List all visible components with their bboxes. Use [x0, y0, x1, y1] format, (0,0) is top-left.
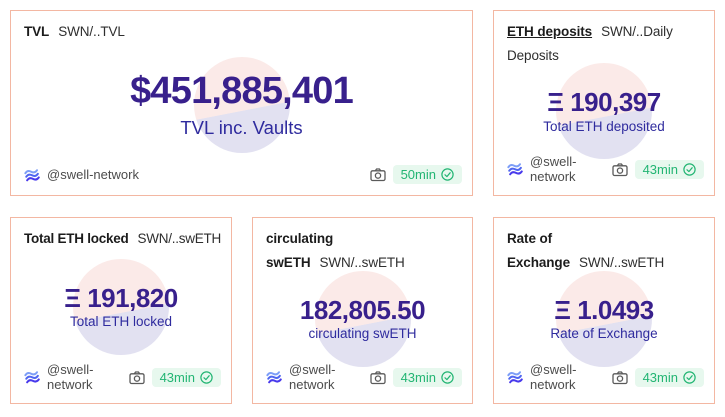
- camera-icon[interactable]: [128, 370, 145, 385]
- metric-value: Ξ 1.0493: [554, 294, 654, 325]
- widget-header: Total ETH locked SWN/..swETH: [11, 218, 231, 251]
- widget-title-link[interactable]: circulating: [266, 231, 334, 246]
- metric-label: TVL inc. Vaults: [180, 116, 303, 138]
- last-updated-badge[interactable]: 43min: [634, 159, 704, 179]
- camera-icon[interactable]: [611, 370, 628, 385]
- widget-card-eth-deposits: ETH deposits SWN/..Daily Deposits Ξ 190,3…: [493, 10, 715, 196]
- badge-time-label: 43min: [400, 369, 436, 385]
- widget-body: Ξ 1.0493 Rate of Exchange: [494, 270, 714, 367]
- swell-network-logo-icon: [266, 369, 282, 385]
- watermark-circle: [556, 63, 652, 159]
- metric-value: Ξ 191,820: [64, 282, 178, 313]
- widget-header: TVL SWN/..TVL: [11, 11, 472, 44]
- query-slug-link[interactable]: SWN/..swETH: [137, 231, 222, 246]
- metric-label: Total ETH deposited: [543, 118, 665, 134]
- check-circle-icon: [441, 370, 454, 384]
- query-slug-link[interactable]: SWN/..Daily Deposits: [507, 24, 673, 63]
- watermark-circle: [73, 258, 169, 355]
- camera-icon[interactable]: [369, 167, 386, 182]
- last-updated-badge[interactable]: 43min: [392, 367, 462, 387]
- widget-title-link[interactable]: ETH deposits: [507, 24, 593, 39]
- last-updated-badge[interactable]: 50min: [392, 165, 462, 184]
- check-circle-icon: [683, 162, 696, 176]
- last-updated-badge[interactable]: 43min: [634, 367, 704, 387]
- badge-time-label: 50min: [400, 167, 436, 182]
- author-handle-link[interactable]: @swell-network: [47, 362, 94, 392]
- watermark-circle: [193, 56, 290, 153]
- widget-footer: @swell-network 43min: [11, 362, 231, 403]
- widget-card-tvl: TVL SWN/..TVL $451,885,401 TVL inc. Vault…: [10, 10, 473, 196]
- widget-title-link[interactable]: swETH: [266, 255, 311, 270]
- metric-value: Ξ 190,397: [547, 87, 661, 118]
- swell-network-logo-icon: [507, 161, 523, 177]
- widget-body: $451,885,401 TVL inc. Vaults: [11, 44, 472, 165]
- widget-body: 182,805.50 circulating swETH: [253, 270, 472, 367]
- query-slug-link[interactable]: SWN/..swETH: [319, 255, 405, 270]
- widget-card-total-eth-locked: Total ETH locked SWN/..swETH Ξ 191,820 To…: [10, 217, 232, 404]
- camera-icon[interactable]: [611, 162, 628, 177]
- widget-body: Ξ 191,820 Total ETH locked: [11, 251, 231, 362]
- query-slug-link[interactable]: SWN/..swETH: [578, 255, 665, 270]
- metric-value: $451,885,401: [130, 70, 354, 113]
- widget-title-link[interactable]: Exchange: [507, 255, 570, 270]
- widget-card-circulating-sweth: circulating swETH SWN/..swETH 182,805.50 …: [252, 217, 473, 404]
- widget-card-rate-of-exchange: Rate of Exchange SWN/..swETH Ξ 1.0493 Rat…: [493, 217, 715, 404]
- badge-time-label: 43min: [642, 369, 678, 385]
- widget-footer: @swell-network 43min: [494, 362, 714, 403]
- widget-footer: @swell-network 50min: [11, 165, 472, 195]
- widget-title-link[interactable]: Rate of: [507, 231, 553, 246]
- query-slug-link[interactable]: SWN/..TVL: [58, 24, 125, 39]
- metric-label: circulating swETH: [308, 326, 417, 342]
- author-handle-link[interactable]: @swell-network: [289, 362, 336, 392]
- swell-network-logo-icon: [507, 369, 523, 385]
- widget-header: Rate of Exchange SWN/..swETH: [494, 218, 714, 275]
- badge-time-label: 43min: [159, 369, 195, 385]
- author-handle-link[interactable]: @swell-network: [530, 154, 577, 184]
- widget-footer: @swell-network 43min: [253, 362, 472, 403]
- widget-title-link[interactable]: Total ETH locked: [24, 231, 129, 246]
- swell-network-logo-icon: [24, 369, 40, 385]
- swell-network-logo-icon: [24, 167, 40, 183]
- watermark-circle: [314, 270, 411, 367]
- widget-header: ETH deposits SWN/..Daily Deposits: [494, 11, 714, 68]
- widget-body: Ξ 190,397 Total ETH deposited: [494, 63, 714, 159]
- check-circle-icon: [683, 370, 696, 384]
- last-updated-badge[interactable]: 43min: [151, 367, 221, 387]
- check-circle-icon: [441, 168, 454, 181]
- check-circle-icon: [200, 370, 213, 384]
- metric-label: Rate of Exchange: [550, 326, 658, 342]
- camera-icon[interactable]: [369, 370, 386, 385]
- widget-footer: @swell-network 43min: [494, 154, 714, 195]
- metric-value: 182,805.50: [299, 294, 426, 325]
- author-handle-link[interactable]: @swell-network: [47, 167, 139, 182]
- widget-header: circulating swETH SWN/..swETH: [253, 218, 472, 275]
- metric-label: Total ETH locked: [69, 314, 173, 330]
- author-handle-link[interactable]: @swell-network: [530, 362, 577, 392]
- watermark-circle: [556, 270, 652, 367]
- badge-time-label: 43min: [642, 161, 678, 177]
- widget-title-link[interactable]: TVL: [24, 24, 50, 39]
